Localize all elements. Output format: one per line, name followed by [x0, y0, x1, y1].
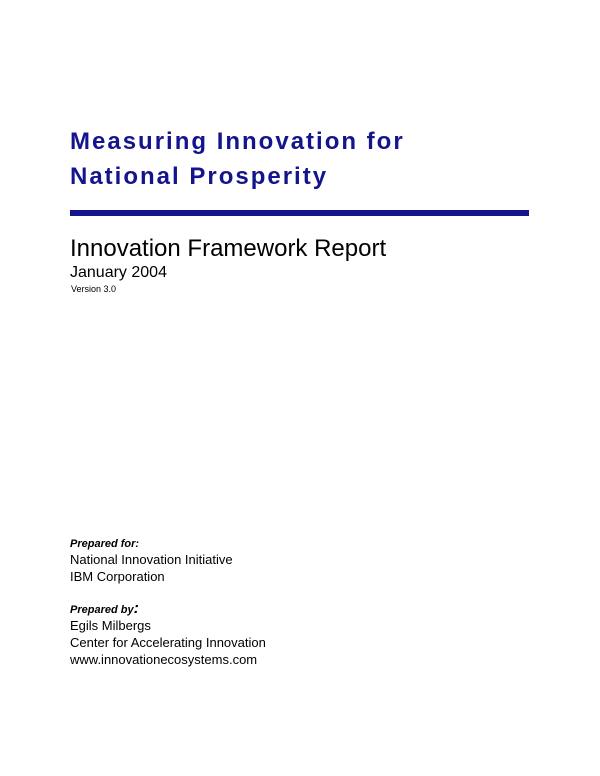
prepared-by-section: Prepared by: Egils Milbergs Center for A…	[70, 600, 266, 668]
prepared-for-org-2: IBM Corporation	[70, 569, 165, 584]
report-date: January 2004	[70, 264, 167, 281]
report-title: Measuring Innovation for National Prospe…	[70, 124, 405, 194]
report-version: Version 3.0	[71, 284, 117, 294]
prepared-by-website: www.innovationecosystems.com	[70, 652, 258, 667]
prepared-for-heading: Prepared for:	[70, 538, 140, 550]
prepared-by-heading: Prepared by:	[70, 600, 266, 617]
report-title-line-1: Measuring Innovation for	[70, 128, 405, 155]
prepared-by-author: Egils Milbergs	[70, 618, 151, 633]
report-subtitle: Innovation Framework Report	[70, 235, 387, 262]
prepared-by-organization: Center for Accelerating Innovation	[70, 635, 266, 650]
prepared-for-org-1: National Innovation Initiative	[70, 552, 233, 567]
prepared-for-section: Prepared for: National Innovation Initia…	[70, 537, 233, 585]
prepared-by-heading-colon: :	[133, 600, 139, 617]
report-title-line-2: National Prosperity	[70, 163, 329, 190]
title-divider-rule	[70, 210, 529, 216]
prepared-by-heading-text: Prepared by	[70, 604, 134, 616]
